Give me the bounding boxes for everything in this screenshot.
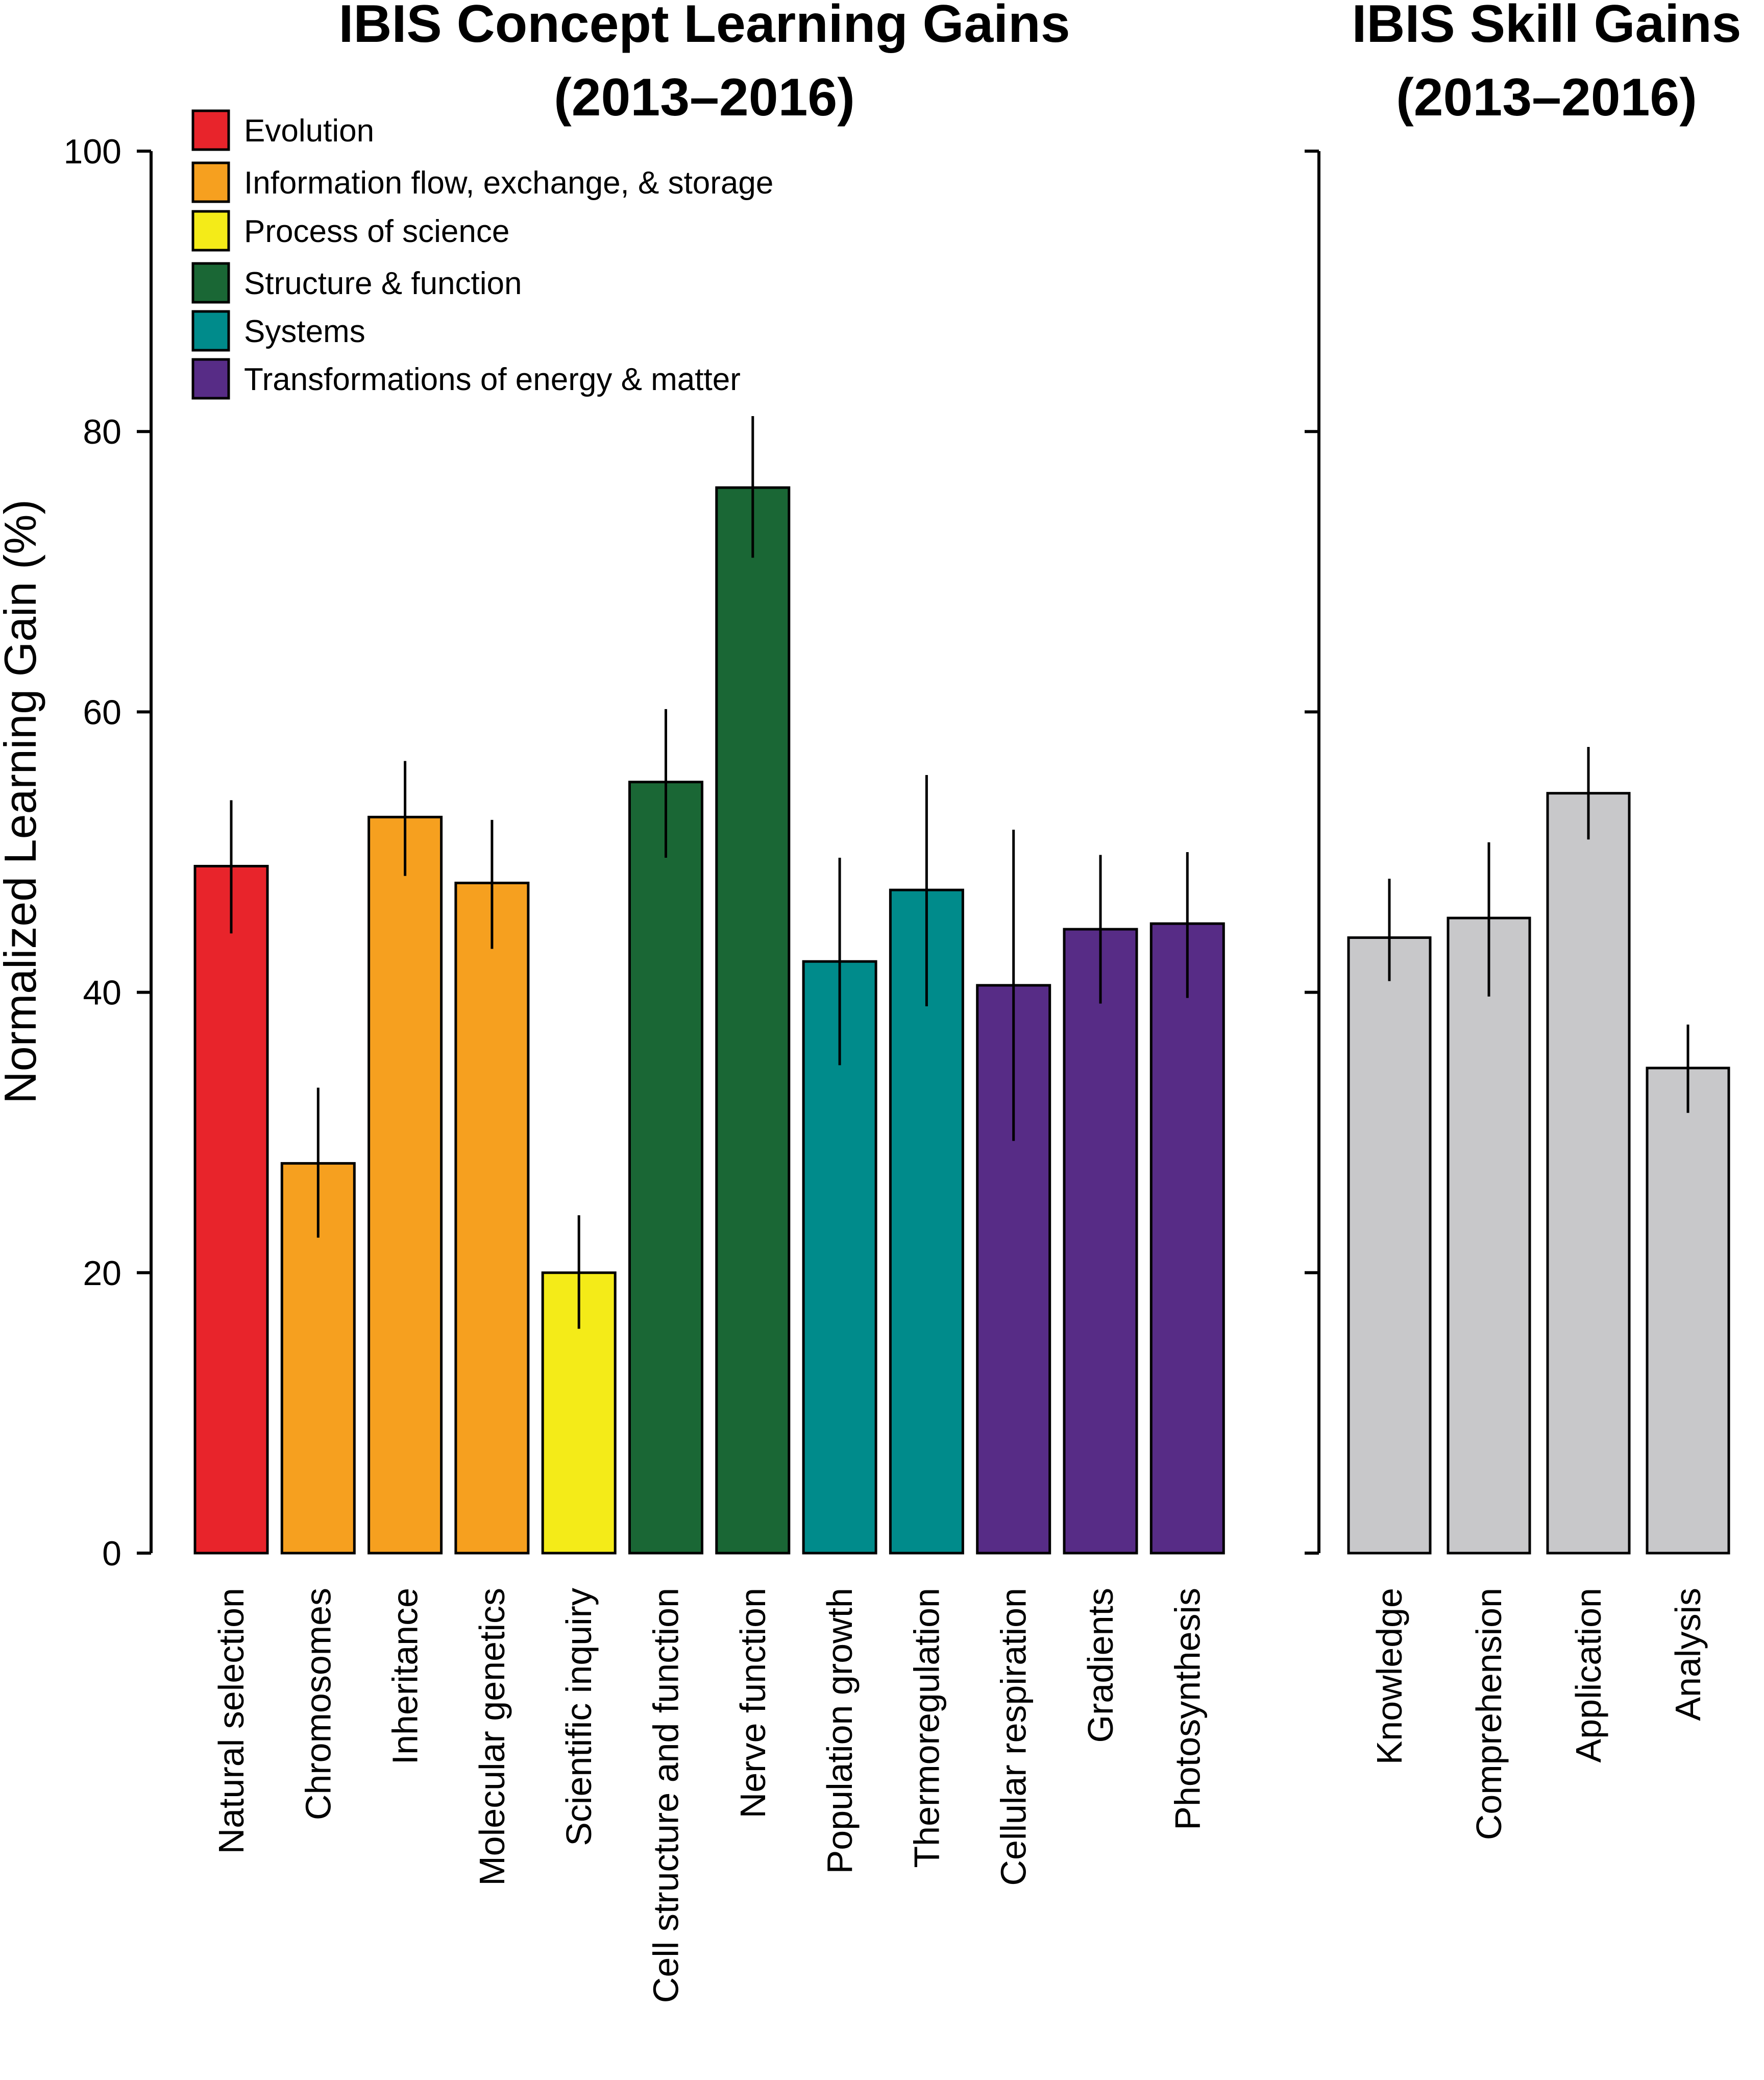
legend-label-systems: Systems: [244, 314, 365, 349]
category-label-molecular-genetics: Molecular genetics: [472, 1588, 512, 1886]
bar-knowledge: [1347, 936, 1432, 1555]
category-label-photosynthesis: Photosynthesis: [1167, 1588, 1207, 1830]
category-label-application: Application: [1569, 1588, 1608, 1762]
bar-cell-structure-and-function: [628, 781, 703, 1555]
bar-inheritance: [368, 815, 443, 1555]
skill-error-bars: [1388, 747, 1689, 1113]
skill-y-axis-ticks: [1305, 150, 1319, 1555]
legend-label-information-flow-exchange-storage: Information flow, exchange, & storage: [244, 165, 773, 201]
category-label-cell-structure-and-function: Cell structure and function: [646, 1588, 686, 2003]
category-label-natural-selection: Natural selection: [211, 1588, 251, 1854]
category-label-knowledge: Knowledge: [1369, 1588, 1409, 1764]
bar-natural-selection: [193, 864, 269, 1555]
legend-label-evolution: Evolution: [244, 113, 374, 149]
y-tick-label: 100: [64, 132, 121, 171]
y-axis-ticks: 0 20 40 60 80 100: [64, 132, 151, 1573]
skill-chart-title-line1: IBIS Skill Gains: [1352, 0, 1742, 54]
bar-gradients: [1063, 928, 1138, 1555]
category-label-comprehension: Comprehension: [1469, 1588, 1509, 1840]
legend-swatch-structure-function: [191, 262, 230, 304]
legend-swatch-information-flow-exchange-storage: [191, 161, 230, 203]
skill-category-labels: Knowledge Comprehension Application Analysi…: [1369, 1588, 1708, 1840]
legend: Evolution Information flow, exchange, & s…: [191, 109, 773, 400]
y-axis-label: Normalized Learning Gain (%): [0, 499, 45, 1104]
bar-nerve-function: [715, 486, 791, 1555]
concept-category-labels: Natural selection Chromosomes Inheritance M…: [211, 1588, 1207, 2003]
bar-molecular-genetics: [454, 881, 530, 1555]
bar-comprehension: [1447, 916, 1531, 1555]
category-label-thermoregulation: Thermoregulation: [906, 1588, 946, 1868]
legend-swatch-process-of-science: [191, 210, 230, 252]
category-label-nerve-function: Nerve function: [733, 1588, 773, 1818]
legend-label-transformations-of-energy-matter: Transformations of energy & matter: [244, 362, 741, 397]
category-label-cellular-respiration: Cellular respiration: [994, 1588, 1034, 1886]
legend-swatch-transformations-of-energy-matter: [191, 358, 230, 400]
y-tick-label: 20: [83, 1254, 121, 1293]
concept-gains-panel: IBIS Concept Learning Gains (2013–2016) …: [0, 0, 1225, 2003]
category-label-inheritance: Inheritance: [385, 1588, 425, 1764]
bar-application: [1546, 792, 1631, 1555]
y-tick-label: 60: [83, 693, 121, 732]
category-label-chromosomes: Chromosomes: [298, 1588, 338, 1820]
legend-swatch-evolution: [191, 109, 230, 151]
category-label-population-growth: Population growth: [820, 1588, 860, 1874]
bar-analysis: [1646, 1067, 1730, 1555]
bar-photosynthesis: [1149, 922, 1225, 1555]
concept-chart-title-line2: (2013–2016): [554, 68, 855, 127]
skill-chart-title-line2: (2013–2016): [1396, 68, 1697, 127]
category-label-gradients: Gradients: [1081, 1588, 1120, 1743]
y-tick-label: 40: [83, 974, 121, 1012]
concept-error-bars: [230, 416, 1189, 1329]
legend-swatch-systems: [191, 310, 230, 352]
concept-chart-title-line1: IBIS Concept Learning Gains: [338, 0, 1070, 54]
category-label-analysis: Analysis: [1668, 1588, 1708, 1721]
skill-gains-panel: IBIS Skill Gains (2013–2016) Knowledge Co…: [1305, 0, 1741, 1840]
category-label-scientific-inquiry: Scientific inquiry: [559, 1588, 599, 1846]
y-tick-label: 80: [83, 413, 121, 451]
legend-label-structure-function: Structure & function: [244, 266, 522, 301]
legend-label-process-of-science: Process of science: [244, 214, 509, 249]
y-tick-label: 0: [102, 1534, 121, 1573]
skill-bars: [1347, 792, 1730, 1555]
concept-bars: [193, 486, 1225, 1555]
